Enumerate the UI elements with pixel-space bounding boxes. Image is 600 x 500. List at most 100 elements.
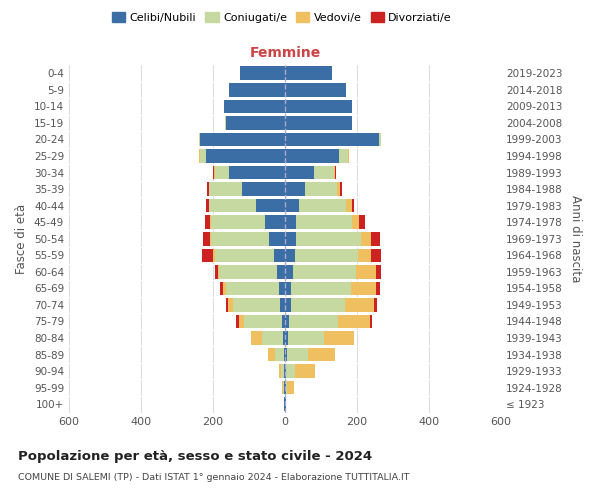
Bar [256, 199, 285, 212]
Text: Femmine: Femmine [250, 46, 320, 60]
Bar [274, 248, 285, 262]
Bar [351, 282, 376, 295]
Bar [370, 314, 372, 328]
Bar [314, 166, 334, 179]
Bar [352, 199, 355, 212]
Bar [229, 166, 285, 179]
Text: COMUNE DI SALEMI (TP) - Dati ISTAT 1° gennaio 2024 - Elaborazione TUTTITALIA.IT: COMUNE DI SALEMI (TP) - Dati ISTAT 1° ge… [18, 472, 409, 482]
Bar [282, 314, 285, 328]
Bar [361, 232, 371, 245]
Bar [239, 314, 244, 328]
Bar [376, 282, 380, 295]
Bar [225, 116, 226, 130]
Bar [244, 314, 282, 328]
Bar [251, 332, 262, 345]
Bar [275, 348, 284, 362]
Bar [379, 132, 382, 146]
Bar [285, 83, 346, 96]
Bar [213, 248, 215, 262]
Bar [324, 332, 355, 345]
Bar [292, 298, 346, 312]
Bar [358, 248, 371, 262]
Bar [283, 381, 284, 394]
Bar [285, 248, 295, 262]
Bar [295, 364, 315, 378]
Text: Popolazione per età, sesso e stato civile - 2024: Popolazione per età, sesso e stato civil… [18, 450, 372, 463]
Bar [285, 66, 332, 80]
Bar [285, 282, 292, 295]
Bar [262, 332, 283, 345]
Bar [200, 132, 285, 146]
Bar [348, 149, 349, 163]
Bar [278, 364, 281, 378]
Bar [285, 314, 289, 328]
Bar [209, 199, 256, 212]
Bar [287, 348, 308, 362]
Bar [220, 282, 223, 295]
Bar [211, 216, 265, 229]
Bar [211, 232, 269, 245]
Bar [346, 298, 374, 312]
Bar [285, 116, 352, 130]
Bar [284, 398, 285, 411]
Bar [296, 232, 361, 245]
Bar [226, 116, 285, 130]
Bar [223, 282, 226, 295]
Bar [371, 232, 380, 245]
Bar [289, 314, 338, 328]
Bar [371, 248, 382, 262]
Bar [284, 381, 285, 394]
Bar [203, 232, 210, 245]
Bar [265, 216, 285, 229]
Bar [199, 149, 200, 163]
Y-axis label: Fasce di età: Fasce di età [16, 204, 28, 274]
Bar [284, 348, 285, 362]
Bar [285, 132, 379, 146]
Bar [338, 314, 370, 328]
Bar [205, 216, 210, 229]
Bar [308, 348, 335, 362]
Bar [359, 216, 365, 229]
Bar [285, 265, 293, 278]
Bar [376, 265, 381, 278]
Bar [285, 298, 292, 312]
Bar [285, 232, 296, 245]
Bar [206, 199, 209, 212]
Bar [285, 216, 296, 229]
Bar [286, 381, 287, 394]
Bar [280, 298, 285, 312]
Bar [285, 166, 314, 179]
Bar [285, 332, 288, 345]
Bar [374, 298, 377, 312]
Bar [220, 265, 277, 278]
Bar [229, 298, 233, 312]
Bar [293, 265, 356, 278]
Bar [285, 381, 286, 394]
Bar [268, 348, 275, 362]
Bar [269, 232, 285, 245]
Bar [226, 282, 278, 295]
Bar [340, 182, 342, 196]
Bar [278, 282, 285, 295]
Bar [215, 248, 274, 262]
Bar [202, 248, 213, 262]
Bar [283, 332, 285, 345]
Bar [285, 199, 299, 212]
Bar [229, 83, 285, 96]
Bar [285, 364, 286, 378]
Bar [299, 199, 346, 212]
Bar [285, 100, 352, 113]
Bar [305, 182, 337, 196]
Bar [215, 265, 218, 278]
Bar [199, 132, 200, 146]
Bar [240, 66, 285, 80]
Bar [285, 348, 287, 362]
Bar [210, 216, 211, 229]
Bar [337, 182, 340, 196]
Bar [209, 182, 242, 196]
Bar [210, 232, 211, 245]
Bar [242, 182, 285, 196]
Bar [226, 298, 229, 312]
Bar [200, 149, 206, 163]
Bar [285, 149, 339, 163]
